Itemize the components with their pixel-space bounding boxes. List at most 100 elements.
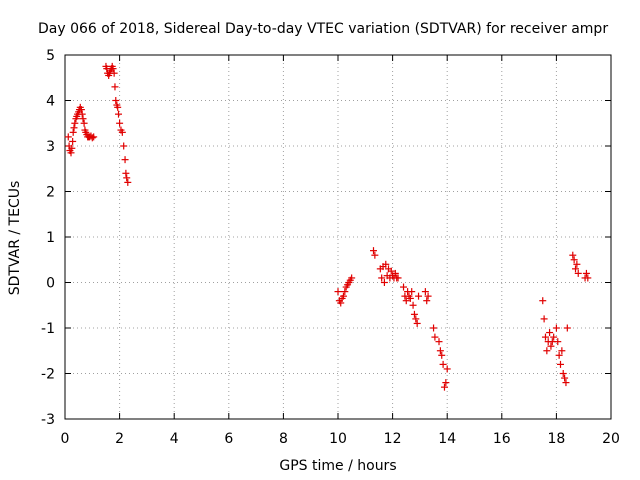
data-point: [121, 156, 129, 164]
data-point: [540, 315, 548, 323]
data-point: [110, 69, 118, 77]
x-tick-label: 16: [493, 431, 511, 447]
data-point: [334, 288, 342, 296]
data-point: [115, 110, 123, 118]
data-point: [443, 365, 451, 373]
x-tick-label: 18: [547, 431, 565, 447]
data-point: [387, 267, 395, 275]
data-point: [382, 260, 390, 268]
data-point: [543, 347, 551, 355]
data-point: [116, 119, 124, 127]
data-point: [550, 333, 558, 341]
data-point: [67, 149, 75, 157]
data-point: [112, 97, 120, 104]
data-point: [71, 119, 79, 127]
x-tick-label: 4: [170, 431, 179, 447]
data-point: [78, 110, 86, 118]
y-tick-label: 0: [46, 276, 55, 292]
data-point: [552, 324, 560, 332]
data-point: [114, 103, 122, 111]
data-point: [410, 310, 418, 318]
y-tick-label: -3: [41, 412, 55, 428]
data-point: [341, 288, 349, 296]
data-point: [68, 144, 76, 152]
data-point: [572, 265, 580, 273]
data-point: [348, 274, 356, 282]
data-point: [559, 370, 567, 377]
data-point: [582, 269, 590, 277]
data-point: [408, 288, 416, 296]
data-point: [391, 269, 399, 277]
data-point: [339, 292, 347, 300]
y-tick-label: 2: [46, 185, 55, 201]
data-point: [573, 260, 581, 268]
data-point: [569, 251, 577, 259]
data-point: [406, 294, 414, 302]
x-tick-label: 6: [224, 431, 233, 447]
y-tick-label: -2: [41, 367, 55, 383]
x-tick-label: 14: [438, 431, 456, 447]
data-point: [88, 134, 96, 142]
data-point: [423, 297, 431, 305]
data-point: [415, 292, 423, 300]
data-point: [574, 269, 582, 277]
data-point: [424, 292, 432, 300]
data-point: [563, 324, 571, 332]
data-point: [337, 299, 345, 307]
y-tick-label: 3: [46, 139, 55, 155]
data-point: [440, 383, 448, 391]
data-point: [369, 247, 377, 255]
x-tick-label: 12: [384, 431, 402, 447]
y-tick-label: -1: [41, 321, 55, 337]
data-point: [394, 274, 402, 282]
data-point: [556, 360, 564, 368]
x-tick-label: 8: [279, 431, 288, 447]
data-point: [554, 338, 562, 346]
data-point: [124, 178, 132, 186]
data-point: [123, 174, 131, 182]
x-tick-label: 20: [602, 431, 620, 447]
y-axis-label: SDTVAR / TECUs: [7, 181, 23, 296]
data-point: [69, 137, 77, 145]
data-point: [402, 297, 410, 305]
data-point: [570, 256, 578, 264]
data-point: [409, 301, 417, 309]
grid: [65, 55, 611, 419]
x-tick-label: 0: [61, 431, 70, 447]
data-point: [120, 142, 128, 150]
data-point: [539, 297, 547, 305]
x-tick-label: 10: [329, 431, 347, 447]
data-point: [80, 119, 88, 127]
data-point: [64, 133, 72, 141]
x-tick-label: 2: [115, 431, 124, 447]
data-point: [90, 133, 98, 141]
data-point: [400, 283, 408, 291]
data-point: [378, 274, 386, 282]
data-point: [431, 333, 439, 341]
data-point: [442, 379, 450, 387]
data-point: [413, 319, 421, 327]
data-point: [584, 274, 592, 282]
chart-title: Day 066 of 2018, Sidereal Day-to-day VTE…: [38, 21, 608, 37]
data-point: [371, 251, 379, 259]
data-point: [118, 128, 126, 136]
data-point: [70, 124, 78, 132]
y-tick-label: 1: [46, 230, 55, 246]
data-point: [122, 169, 130, 177]
data-point: [555, 351, 563, 359]
y-tick-label: 5: [46, 48, 55, 64]
data-point: [562, 379, 570, 387]
data-point: [111, 83, 119, 91]
data-points: [64, 62, 592, 391]
data-point: [430, 324, 438, 332]
data-point: [546, 329, 554, 337]
y-tick-label: 4: [46, 94, 55, 110]
data-point: [79, 115, 87, 123]
data-point: [435, 338, 443, 346]
data-point: [547, 342, 555, 350]
data-point: [541, 333, 549, 341]
data-point: [109, 65, 117, 73]
y-axis-ticks: -3 -2 -1 0 1 2 3 4 5: [41, 48, 611, 428]
data-point: [69, 128, 77, 136]
